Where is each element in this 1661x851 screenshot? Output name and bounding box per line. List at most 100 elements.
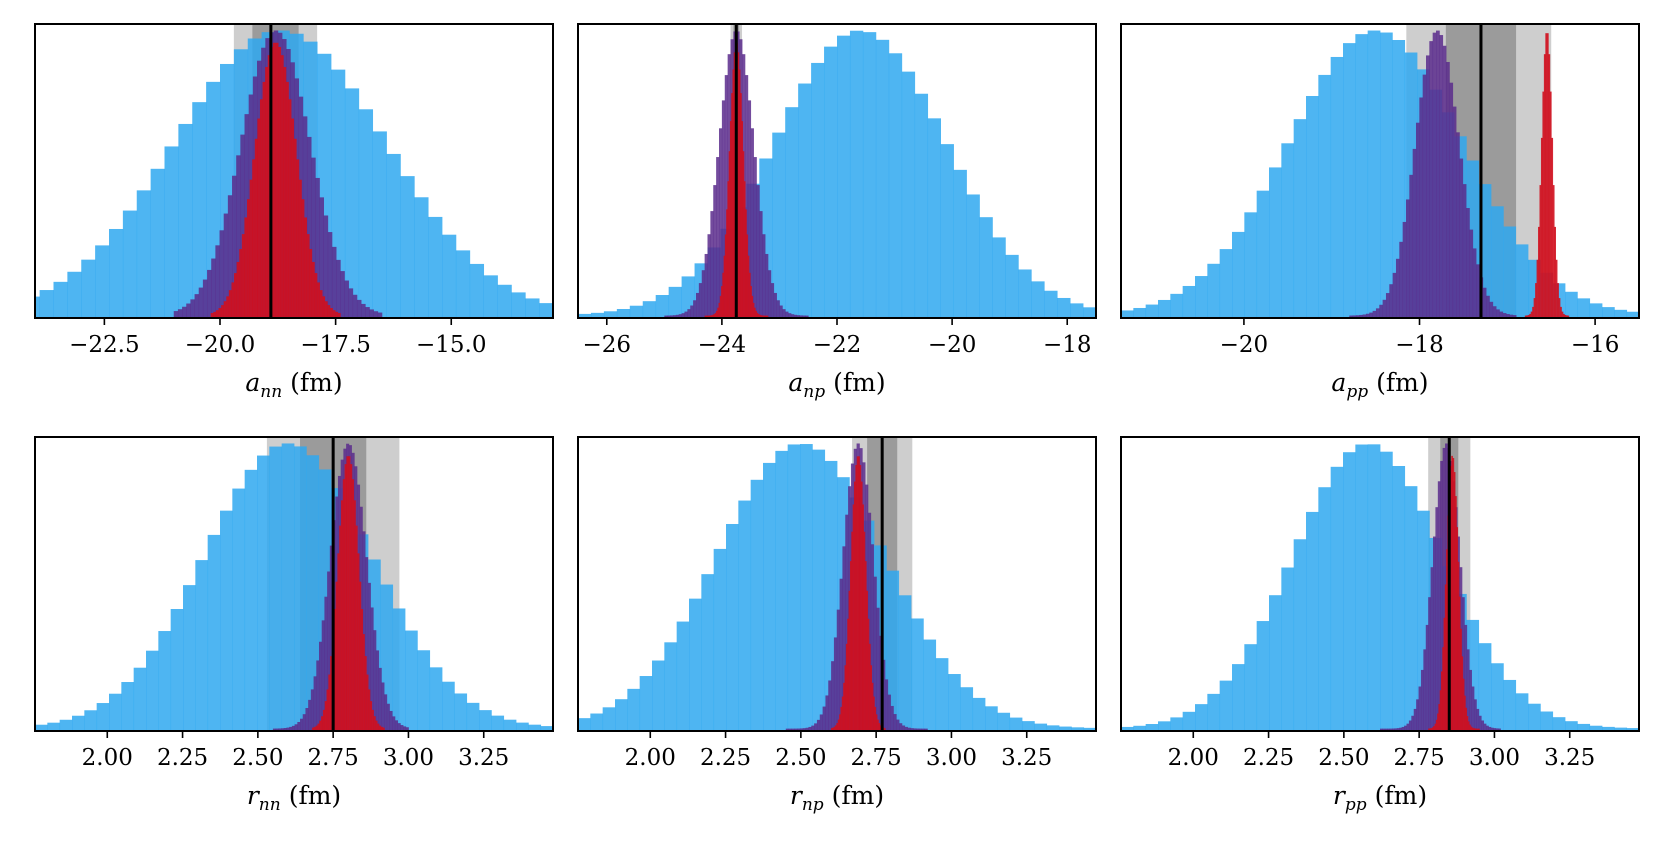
hist-bar [241,234,245,318]
hist-bar [755,310,757,318]
hist-bar [164,146,179,318]
hist-bar [1486,295,1490,318]
hist-bar [864,561,867,731]
hist-bar [1219,249,1233,318]
hist-bar [849,30,864,318]
hist-bar [232,175,237,318]
panel-r-pp: 2.00 2.25 2.50 2.75 3.00 3.25 rpp (fm) [1120,436,1640,815]
hist-bar [1207,263,1221,318]
hist-bar [859,465,862,731]
hist-bar [1423,649,1427,731]
hist-bar [750,479,764,731]
hist-bar [491,715,505,731]
hist-bar [1452,458,1455,731]
hist-bar [359,581,362,731]
hist-bar [1379,304,1384,318]
hist-bar [1420,669,1424,731]
hist-bar [1535,283,1537,318]
hist-bar [1384,728,1388,731]
hist-bar [979,217,993,318]
hist-bar [714,312,717,318]
hist-bar [940,144,954,318]
hist-bar [712,314,714,318]
hist-bar [1466,208,1470,318]
hist-bar [348,288,354,318]
hist-bar [213,311,217,318]
hist-bar [294,446,307,731]
hist-bar [763,462,776,731]
hist-bar [247,199,250,318]
hist-bar [1281,567,1295,731]
hist-bar [1406,723,1410,731]
hist-bar [1207,693,1221,731]
hist-bar [797,728,801,731]
hist-bar [313,726,317,731]
hist-bar [1464,624,1468,731]
hist-bar [627,688,641,731]
hist-bar [1392,465,1406,731]
hist-bar [211,258,216,318]
hist-bar [837,719,840,731]
hist-bar [866,590,868,731]
hist-bar [1461,597,1465,731]
hist-bar [1527,314,1530,318]
hist-bar [254,138,258,318]
hist-bar [759,314,761,318]
hist-bar [966,194,980,318]
hist-bar [342,479,345,731]
hist-bar [1133,307,1147,318]
hist-bar [1269,167,1282,318]
hist-bar [852,504,855,731]
hist-bar [1532,306,1535,318]
hist-bar [1362,314,1367,318]
hist-bar [760,315,763,318]
hist-bar [1439,690,1442,731]
hist-bar [319,290,323,318]
hist-bar [884,679,889,731]
hist-bar [675,314,680,318]
hist-bar [799,728,804,731]
hist-bar [109,228,124,318]
hist-bar [1434,723,1437,731]
hist-bar [1435,507,1439,731]
hist-bar [695,292,700,318]
hist-bar [1409,174,1414,318]
hist-bar [1442,647,1444,731]
hist-bar [1543,54,1546,318]
hist-bar [890,705,894,731]
hist-bar [351,479,355,731]
hist-bar [616,308,631,318]
hist-bar [195,560,209,731]
hist-bar [1389,284,1394,318]
hist-bar [664,642,678,731]
hist-bar [799,315,803,318]
hist-bar [344,280,349,318]
hist-bar [95,245,110,318]
hist-bar [454,693,468,731]
hist-bar [911,618,924,731]
hist-bar [746,234,749,318]
hist-bar [1355,315,1360,318]
plot-area [35,437,553,731]
x-tick-label: 2.50 [775,745,826,771]
hist-bar [369,701,373,731]
plot-area [578,437,1096,731]
hist-bar [311,157,316,318]
hist-bar [772,132,786,318]
x-axis-label: rnp (fm) [790,781,884,815]
hist-bar [833,726,836,731]
axis-var: a [1331,368,1346,397]
hist-bar [1330,466,1344,731]
hist-bar [1440,671,1443,731]
hist-bar [177,309,183,318]
hist-bar [845,514,849,731]
hist-bar [373,311,379,318]
hist-bar [1449,465,1452,731]
hist-bar [72,715,85,731]
hist-bar [924,728,928,731]
hist-bar [904,726,908,731]
hist-bar [1428,728,1430,731]
hist-bar [855,465,858,731]
hist-bar [1318,487,1332,731]
hist-bar [1559,306,1562,318]
